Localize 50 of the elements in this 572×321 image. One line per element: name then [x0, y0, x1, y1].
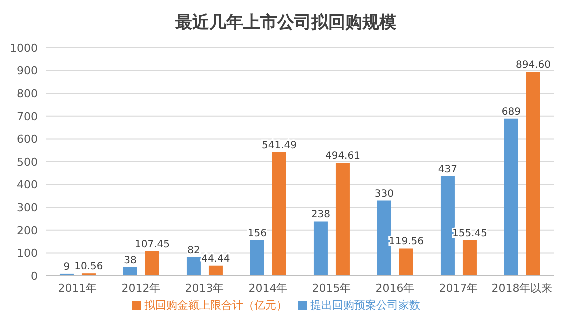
legend-label: 提出回购预案公司家数	[310, 299, 420, 312]
data-label: 894.60	[516, 60, 551, 72]
bar	[250, 240, 264, 276]
y-tick-label: 500	[17, 156, 38, 169]
bar	[399, 248, 414, 276]
x-tick-label: 2015年	[312, 282, 352, 295]
y-tick-label: 1000	[10, 42, 38, 55]
bar	[208, 266, 223, 276]
bar	[336, 163, 350, 276]
data-label: 689	[502, 106, 522, 118]
data-label: 238	[311, 210, 331, 221]
y-tick-label: 900	[17, 64, 38, 78]
bar	[123, 267, 138, 276]
data-label: 38	[124, 255, 137, 266]
x-tick-label: 2011年	[58, 282, 98, 295]
data-label: 107.45	[134, 240, 170, 250]
y-tick-label: 100	[17, 247, 38, 260]
bar	[440, 176, 455, 276]
bar	[504, 118, 518, 276]
bar	[314, 222, 328, 276]
x-tick-label: 2018年以来	[492, 282, 553, 295]
x-tick-label: 2013年	[185, 282, 224, 295]
data-label: 10.56	[74, 262, 104, 273]
x-tick-label: 2016年	[376, 282, 415, 295]
legend-label: 拟回购金额上限合计（亿元）	[144, 299, 288, 312]
bar	[462, 240, 477, 276]
y-tick-label: 300	[17, 202, 38, 215]
data-label: 330	[374, 188, 394, 200]
y-tick-label: 400	[17, 178, 38, 192]
x-tick-label: 2017年	[439, 282, 478, 295]
data-label: 9	[64, 262, 70, 273]
y-tick-label: 700	[17, 110, 38, 124]
y-tick-label: 200	[17, 224, 38, 238]
y-tick-label: 600	[17, 133, 38, 146]
y-tick-label: 0	[31, 270, 38, 283]
x-tick-label: 2012年	[122, 282, 161, 295]
data-label: 44.44	[202, 254, 230, 265]
bar	[526, 72, 540, 276]
bar	[377, 200, 392, 276]
chart-title: 最近几年上市公司拟回购规模	[174, 12, 398, 35]
data-label: 437	[438, 164, 458, 176]
data-label: 82	[188, 245, 200, 256]
bar	[145, 252, 160, 276]
data-label: 494.61	[325, 151, 360, 162]
data-label: 156	[248, 228, 268, 240]
x-tick-label: 2014年	[248, 282, 288, 295]
bar	[272, 152, 286, 276]
bar	[186, 257, 201, 276]
y-tick-label: 800	[17, 88, 38, 101]
data-label: 541.49	[262, 140, 297, 152]
